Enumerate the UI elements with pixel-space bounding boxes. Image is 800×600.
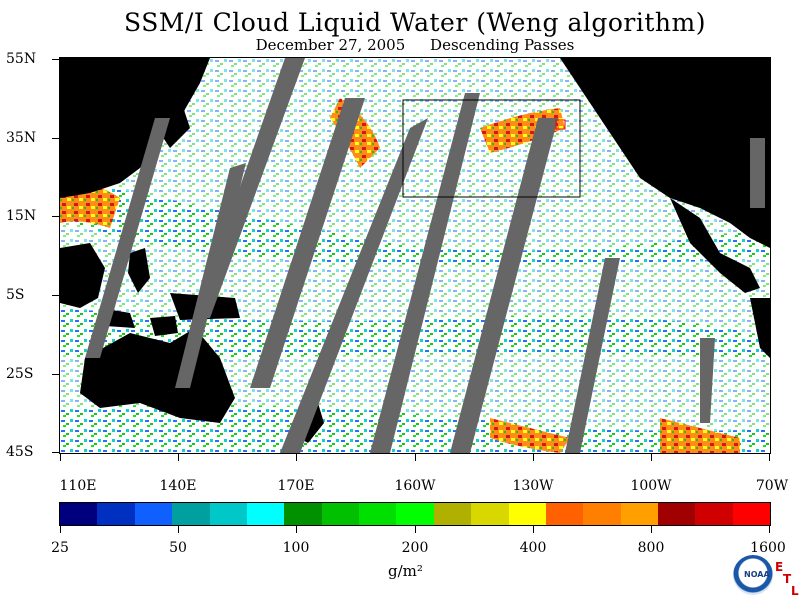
colorbar-label: 1600 [750, 540, 786, 556]
colorbar-tick [415, 525, 416, 533]
subtitle-date: December 27, 2005 [255, 36, 406, 54]
x-axis-label: 110E [59, 478, 97, 494]
y-tick [52, 216, 60, 217]
x-tick [769, 453, 770, 461]
y-axis-label: 35N [6, 130, 37, 146]
colorbar-segment [732, 503, 771, 525]
x-tick [60, 453, 61, 461]
colorbar-segment [359, 503, 397, 525]
colorbar-label: 800 [637, 540, 665, 556]
x-tick [533, 453, 534, 461]
x-axis-label: 130W [512, 478, 554, 494]
x-axis-label: 70W [755, 478, 789, 494]
colorbar-tick [60, 525, 61, 533]
colorbar-tick [178, 525, 179, 533]
swath-gaps [85, 58, 765, 453]
colorbar-segment [545, 503, 584, 525]
x-axis-label: 140E [159, 478, 197, 494]
y-tick [52, 452, 60, 453]
colorbar-tick [296, 525, 297, 533]
colorbar-label: 25 [51, 540, 69, 556]
x-tick [178, 453, 179, 461]
y-axis-label: 55N [6, 51, 37, 67]
colorbar-segment [246, 503, 285, 525]
colorbar-segment [134, 503, 173, 525]
x-axis-label: 160W [394, 478, 436, 494]
x-axis-label: 170E [277, 478, 315, 494]
colorbar-segment [583, 503, 621, 525]
colorbar-label: 200 [401, 540, 429, 556]
colorbar [59, 502, 771, 526]
y-axis-label: 15N [6, 208, 37, 224]
colorbar-segment [471, 503, 509, 525]
colorbar-segment [396, 503, 434, 525]
colorbar-tick [651, 525, 652, 533]
colorbar-tick [533, 525, 534, 533]
colorbar-segment [284, 503, 322, 525]
y-axis-label: 45S [6, 444, 34, 460]
y-tick [52, 59, 60, 60]
x-axis-label: 100W [630, 478, 672, 494]
colorbar-segment [97, 503, 135, 525]
colorbar-segment [508, 503, 546, 525]
map-svg [60, 58, 770, 453]
badge-letter: L [791, 584, 799, 598]
colorbar-segment [433, 503, 472, 525]
noaa-logo-icon [733, 555, 773, 595]
y-axis-label: 25S [6, 366, 34, 382]
colorbar-label: 100 [282, 540, 310, 556]
colorbar-label: 50 [169, 540, 187, 556]
map-panel [59, 57, 771, 454]
x-tick [651, 453, 652, 461]
badge-letter: E [775, 560, 784, 574]
colorbar-label: 400 [519, 540, 547, 556]
colorbar-segment [658, 503, 696, 525]
colorbar-segment [620, 503, 658, 525]
colorbar-segment [60, 503, 98, 525]
x-tick [296, 453, 297, 461]
chart-subtitle: December 27, 2005 Descending Passes [0, 36, 800, 54]
colorbar-segment [695, 503, 733, 525]
colorbar-segment [172, 503, 210, 525]
colorbar-segment [321, 503, 359, 525]
land-masses [60, 58, 770, 443]
colorbar-tick [769, 525, 770, 533]
region-box [402, 99, 581, 198]
units-label: g/m² [388, 562, 423, 580]
colorbar-segment [209, 503, 247, 525]
x-tick [415, 453, 416, 461]
badge-letter: T [783, 572, 792, 586]
y-tick [52, 295, 60, 296]
y-tick [52, 374, 60, 375]
y-axis-label: 5S [6, 287, 25, 303]
logo-text: NOAA [744, 570, 770, 579]
y-tick [52, 138, 60, 139]
chart-title: SSM/I Cloud Liquid Water (Weng algorithm… [124, 8, 706, 37]
region-marker [555, 119, 566, 130]
subtitle-pass: Descending Passes [430, 36, 575, 54]
